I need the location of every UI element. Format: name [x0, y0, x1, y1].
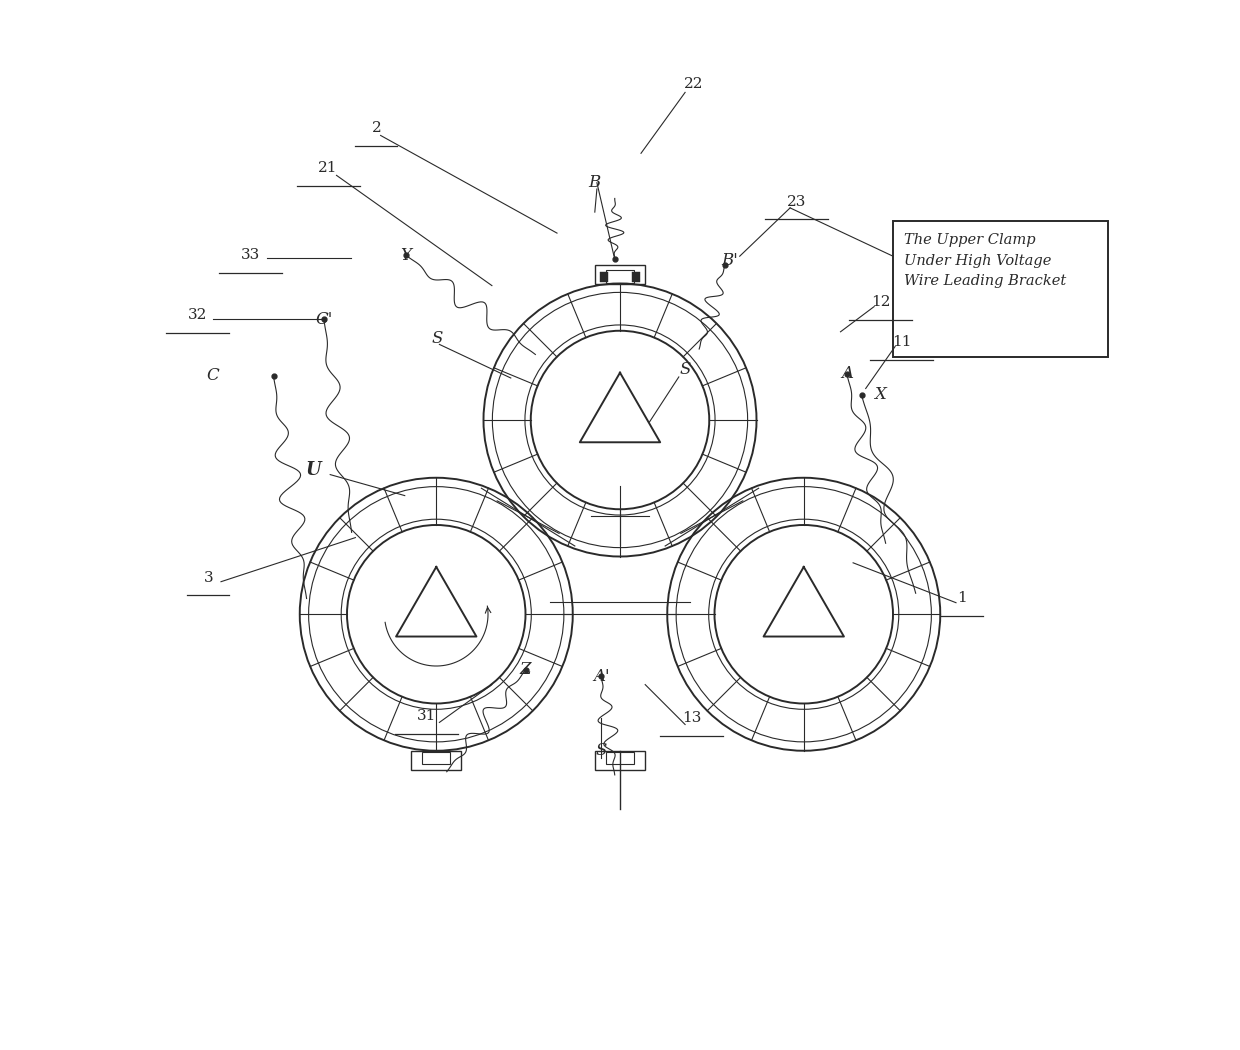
Bar: [423, 752, 450, 764]
Text: B: B: [589, 174, 601, 191]
Bar: [410, 751, 461, 770]
Text: 33: 33: [241, 248, 260, 262]
Bar: [595, 265, 645, 284]
Text: 31: 31: [417, 709, 436, 723]
Bar: [595, 751, 645, 770]
Text: A: A: [841, 365, 853, 382]
Text: B': B': [720, 252, 738, 269]
Text: 21: 21: [319, 161, 337, 175]
Text: Y: Y: [401, 247, 412, 264]
Text: The Upper Clamp
Under High Voltage
Wire Leading Bracket: The Upper Clamp Under High Voltage Wire …: [904, 233, 1065, 289]
Text: 12: 12: [870, 295, 890, 310]
Text: 32: 32: [188, 308, 207, 322]
Bar: [600, 272, 608, 281]
Bar: [606, 270, 634, 282]
Text: Z: Z: [520, 662, 531, 678]
Bar: [632, 272, 640, 281]
Text: A': A': [593, 668, 609, 685]
Text: S: S: [595, 742, 606, 759]
Text: S: S: [680, 361, 691, 378]
Text: 11: 11: [892, 335, 911, 350]
Text: 2: 2: [372, 121, 381, 135]
Text: 23: 23: [786, 194, 806, 209]
Text: C: C: [206, 368, 219, 384]
Text: 1: 1: [957, 591, 967, 606]
Text: C': C': [315, 311, 332, 328]
Text: 22: 22: [683, 77, 703, 91]
Text: X: X: [874, 386, 887, 403]
Text: S: S: [432, 330, 443, 346]
Text: 13: 13: [682, 711, 701, 726]
Text: U: U: [305, 461, 321, 480]
Bar: [606, 752, 634, 764]
Text: 3: 3: [203, 570, 213, 585]
